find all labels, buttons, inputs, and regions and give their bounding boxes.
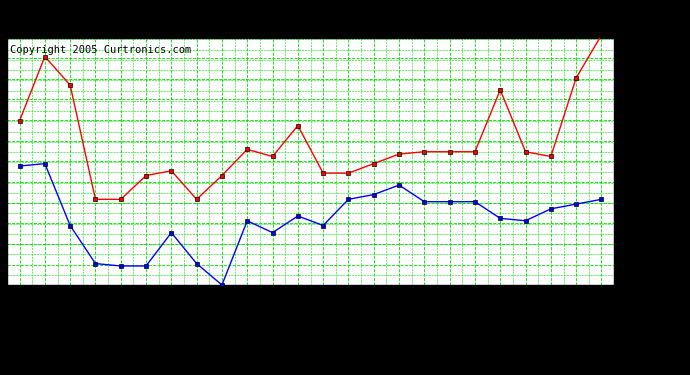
Title: Outside Temperature Daily High/Low Tue Mar 29 00:00: Outside Temperature Daily High/Low Tue M… bbox=[53, 19, 568, 36]
Text: Copyright 2005 Curtronics.com: Copyright 2005 Curtronics.com bbox=[10, 45, 191, 55]
